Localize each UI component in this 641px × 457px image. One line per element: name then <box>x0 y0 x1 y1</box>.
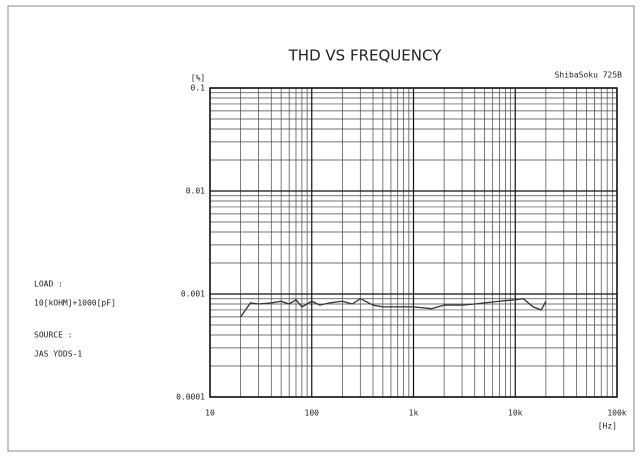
x-axis-label: [Hz] <box>598 422 617 431</box>
x-tick-label: 1k <box>409 409 419 418</box>
x-tick-label: 10 <box>205 409 215 418</box>
source-label: SOURCE : <box>34 331 73 340</box>
chart-title: THD VS FREQUENCY <box>288 47 443 65</box>
instrument-label: ShibaSoku 725B <box>555 71 623 80</box>
y-tick-label: 0.01 <box>186 187 205 196</box>
plot-border <box>209 87 618 398</box>
load-value: 10[kOHM]+1000[pF] <box>34 299 116 308</box>
y-tick-label: 0.1 <box>191 84 206 93</box>
y-tick-label: 0.0001 <box>176 393 205 402</box>
source-value: JAS YDDS-1 <box>34 350 82 359</box>
x-tick-label: 100k <box>607 409 626 418</box>
frame <box>7 5 635 452</box>
data-line <box>240 297 547 318</box>
load-label: LOAD : <box>34 280 63 289</box>
x-tick-label: 100 <box>305 409 320 418</box>
y-tick-label: 0.001 <box>181 290 205 299</box>
y-axis-label: [%] <box>191 74 205 83</box>
x-tick-label: 10k <box>508 409 523 418</box>
